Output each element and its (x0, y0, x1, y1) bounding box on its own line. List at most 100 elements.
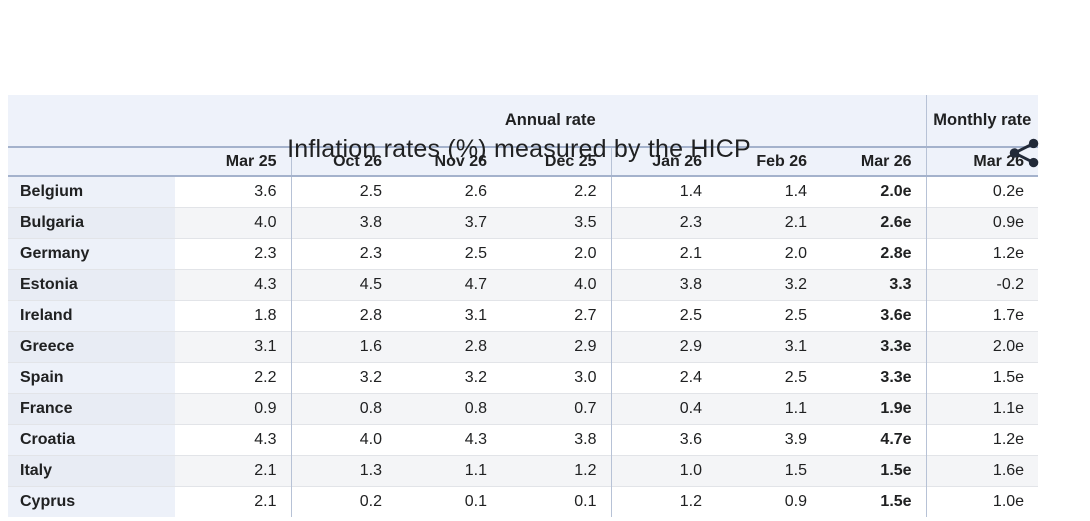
value-cell: 1.9e (821, 392, 927, 424)
value-cell: 4.0 (175, 206, 291, 238)
column-header: Nov 26 (396, 147, 501, 177)
value-cell: 3.2 (396, 361, 501, 393)
value-cell: 4.3 (396, 423, 501, 455)
value-cell: 3.3e (821, 361, 927, 393)
value-cell: 1.3 (290, 454, 396, 486)
value-cell: 2.5 (290, 176, 396, 207)
widget: Inflation rates (%) measured by the HICP (0, 95, 1090, 521)
column-header-row: Mar 25 Oct 26 Nov 26 Dec 25 Jan 26 Feb 2… (8, 147, 1039, 177)
value-cell: 2.0 (501, 237, 611, 269)
value-cell: 3.8 (290, 206, 396, 238)
value-cell: 0.4 (610, 392, 716, 424)
country-label: Ireland (8, 299, 175, 331)
value-cell: 2.2 (501, 176, 611, 207)
country-label: Croatia (8, 423, 175, 455)
value-cell: 2.2 (175, 361, 291, 393)
value-cell: 0.1 (396, 485, 501, 517)
value-cell: 2.3 (175, 237, 291, 269)
value-cell: 4.7e (821, 423, 927, 455)
country-label: Estonia (8, 268, 175, 300)
value-cell: 4.0 (501, 268, 611, 300)
value-cell: 1.8 (175, 299, 291, 331)
value-cell: 4.3 (175, 423, 291, 455)
value-cell: 2.9 (501, 330, 611, 362)
table-row: Germany 2.3 2.3 2.5 2.0 2.1 2.0 2.8e 1.2e (8, 237, 1039, 269)
country-label: Belgium (8, 176, 175, 207)
title-bar: Inflation rates (%) measured by the HICP (0, 95, 1038, 190)
value-cell: 1.6 (290, 330, 396, 362)
table-body: Belgium 3.6 2.5 2.6 2.2 1.4 1.4 2.0e 0.2e Bulgari… (8, 176, 1039, 517)
country-label: Italy (8, 454, 175, 486)
value-cell: 3.1 (716, 330, 821, 362)
country-label: Greece (8, 330, 175, 362)
value-cell: 3.2 (716, 268, 821, 300)
share-icon (1006, 135, 1042, 171)
value-cell: 1.4 (610, 176, 716, 207)
value-cell: 2.1 (610, 237, 716, 269)
country-label: Spain (8, 361, 175, 393)
value-cell: 0.9 (175, 392, 291, 424)
value-cell: 2.0e (821, 176, 927, 207)
value-cell: 1.5e (821, 454, 927, 486)
value-cell: 3.8 (610, 268, 716, 300)
value-cell: 2.7 (501, 299, 611, 331)
value-cell: 3.6 (610, 423, 716, 455)
value-cell: 3.6 (175, 176, 291, 207)
country-label: France (8, 392, 175, 424)
table-row: Croatia 4.3 4.0 4.3 3.8 3.6 3.9 4.7e 1.2e (8, 423, 1039, 455)
monthly-rate-header: Monthly rate (925, 95, 1039, 148)
value-cell: 2.6e (821, 206, 927, 238)
table-row: Estonia 4.3 4.5 4.7 4.0 3.8 3.2 3.3 -0.2 (8, 268, 1039, 300)
value-cell: 0.9e (925, 206, 1039, 238)
page-title: Inflation rates (%) measured by the HICP (287, 135, 751, 163)
value-cell: 3.7 (396, 206, 501, 238)
value-cell: 3.3 (821, 268, 927, 300)
value-cell: 1.1 (396, 454, 501, 486)
value-cell: 4.7 (396, 268, 501, 300)
table-row: Bulgaria 4.0 3.8 3.7 3.5 2.3 2.1 2.6e 0.9e (8, 206, 1039, 238)
value-cell: 1.6e (925, 454, 1039, 486)
value-cell: 2.0e (925, 330, 1039, 362)
value-cell: 0.7 (501, 392, 611, 424)
value-cell: 3.3e (821, 330, 927, 362)
value-cell: 4.3 (175, 268, 291, 300)
column-header: Mar 26 (821, 147, 927, 177)
value-cell: 2.4 (610, 361, 716, 393)
value-cell: 1.5e (821, 485, 927, 517)
share-button[interactable] (1006, 135, 1042, 171)
value-cell: 0.8 (396, 392, 501, 424)
value-cell: 2.1 (716, 206, 821, 238)
country-label: Germany (8, 237, 175, 269)
value-cell: 0.1 (501, 485, 611, 517)
value-cell: 1.7e (925, 299, 1039, 331)
value-cell: 1.2e (925, 423, 1039, 455)
value-cell: 2.9 (610, 330, 716, 362)
value-cell: 3.6e (821, 299, 927, 331)
value-cell: 2.5 (716, 299, 821, 331)
value-cell: 3.8 (501, 423, 611, 455)
table-row: Ireland 1.8 2.8 3.1 2.7 2.5 2.5 3.6e 1.7e (8, 299, 1039, 331)
country-label: Cyprus (8, 485, 175, 517)
value-cell: 1.4 (716, 176, 821, 207)
value-cell: 1.2e (925, 237, 1039, 269)
value-cell: 2.6 (396, 176, 501, 207)
inflation-table: Annual rate Monthly rate Mar 25 Oct 26 N… (8, 95, 1039, 517)
column-header: Mar 25 (175, 147, 291, 177)
table-row: France 0.9 0.8 0.8 0.7 0.4 1.1 1.9e 1.1e (8, 392, 1039, 424)
value-cell: 0.2e (925, 176, 1039, 207)
value-cell: 1.2 (610, 485, 716, 517)
value-cell: 0.8 (290, 392, 396, 424)
value-cell: 2.5 (716, 361, 821, 393)
group-header-row: Annual rate Monthly rate (8, 95, 1039, 148)
value-cell: 2.3 (610, 206, 716, 238)
value-cell: 4.0 (290, 423, 396, 455)
value-cell: 0.9 (716, 485, 821, 517)
value-cell: 3.2 (290, 361, 396, 393)
corner-cell (8, 95, 175, 148)
value-cell: 2.5 (610, 299, 716, 331)
table-row: Greece 3.1 1.6 2.8 2.9 2.9 3.1 3.3e 2.0e (8, 330, 1039, 362)
column-header: Oct 26 (290, 147, 396, 177)
value-cell: 1.5 (716, 454, 821, 486)
value-cell: 1.0e (925, 485, 1039, 517)
value-cell: 2.8 (396, 330, 501, 362)
